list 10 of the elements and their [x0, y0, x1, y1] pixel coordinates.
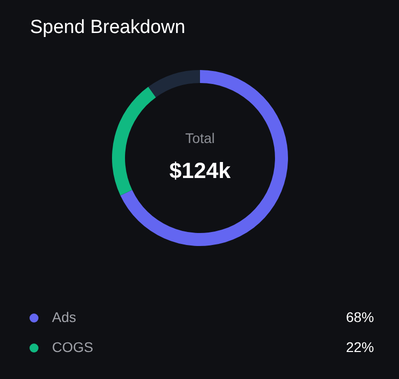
data-label: 22%: [346, 339, 374, 355]
donut-slice: [120, 70, 288, 246]
text: Total: [185, 130, 215, 146]
legend-label: Ads: [52, 309, 76, 325]
data-label: 68%: [346, 309, 374, 325]
chart-title: Spend Breakdown: [30, 17, 186, 38]
legend-label: COGS: [52, 339, 94, 355]
text: $124k: [169, 158, 232, 183]
donut-slice: [112, 86, 156, 196]
donut-slice: [148, 70, 200, 98]
